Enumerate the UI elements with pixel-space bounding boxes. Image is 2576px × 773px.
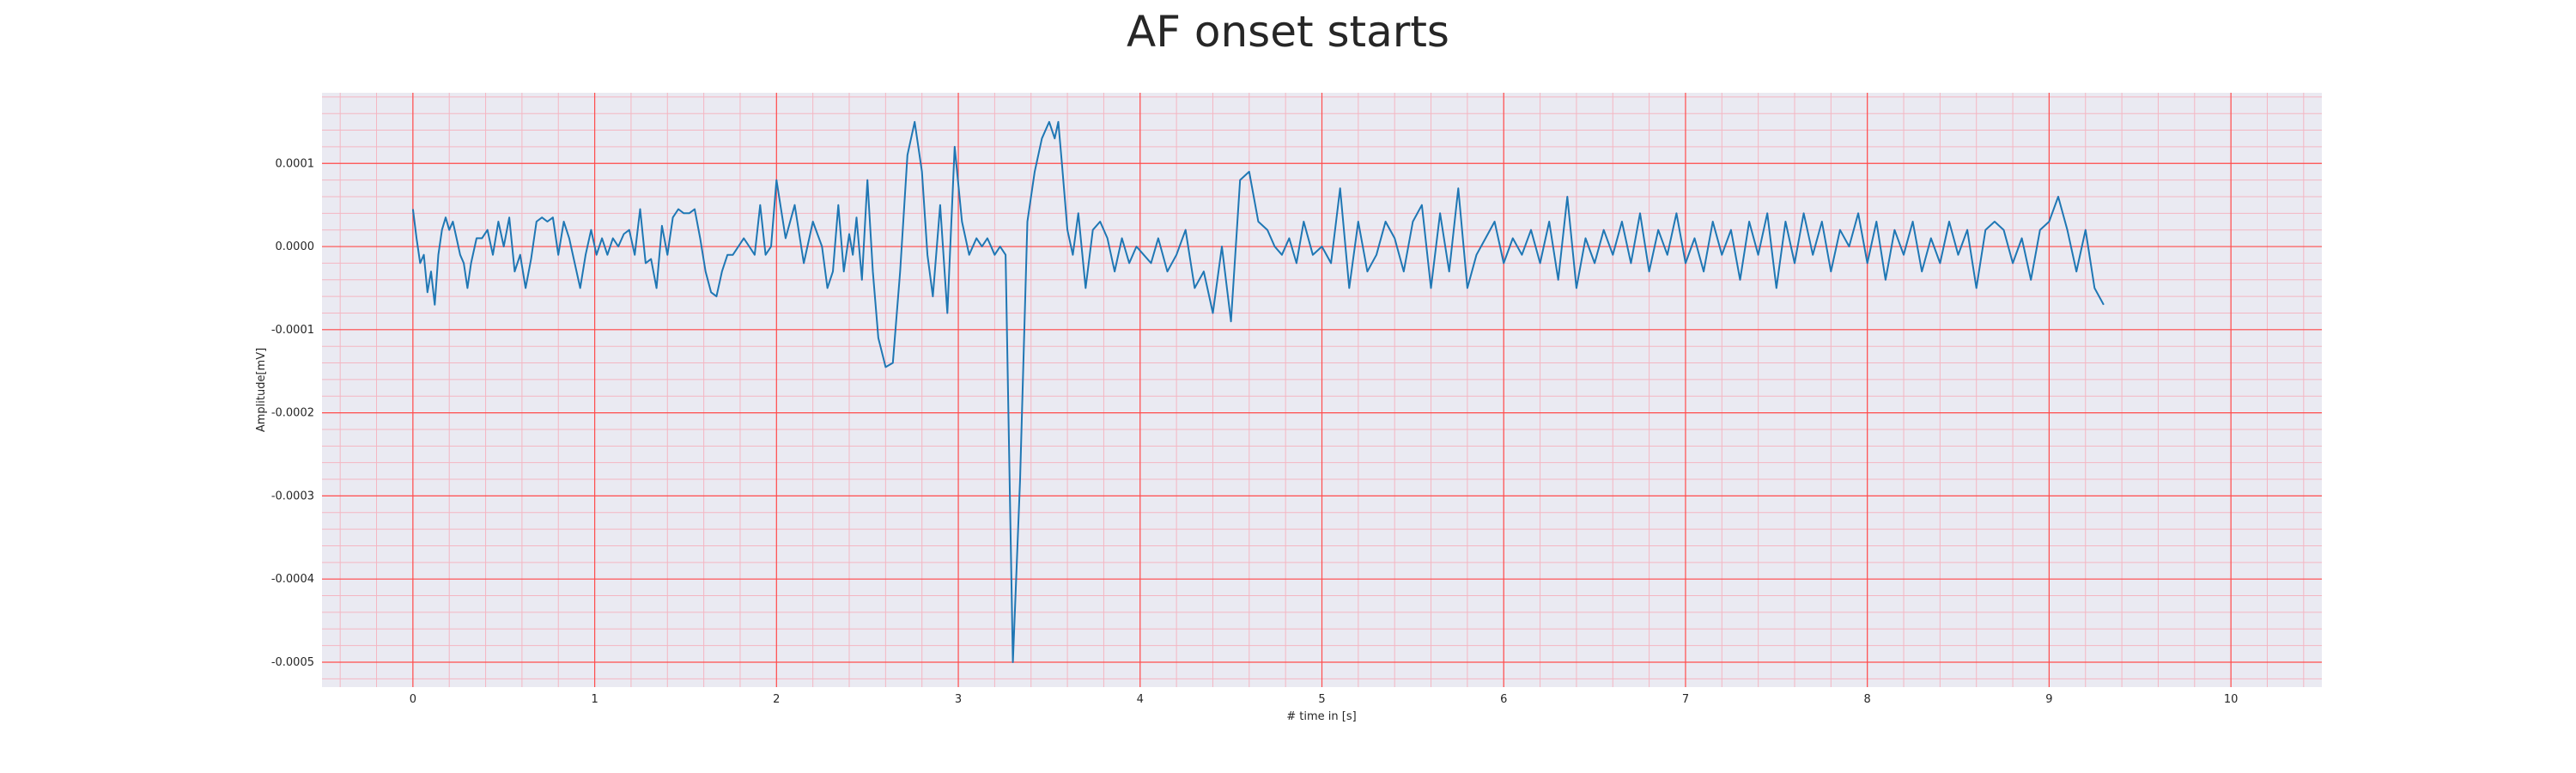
y-tick-label: 0.0001: [276, 157, 315, 170]
x-tick-label: 1: [591, 693, 598, 706]
x-tick-label: 7: [1682, 693, 1689, 706]
y-tick-label: -0.0002: [271, 407, 314, 420]
y-tick-label: -0.0005: [271, 656, 314, 669]
y-tick-label: -0.0003: [271, 490, 314, 502]
x-tick-label: 9: [2045, 693, 2052, 706]
y-tick-label: -0.0001: [271, 324, 314, 337]
x-tick-label: 3: [955, 693, 962, 706]
y-tick-label: 0.0000: [276, 240, 315, 253]
y-axis-label: Amplitude[mV]: [255, 348, 268, 432]
x-tick-label: 8: [1864, 693, 1871, 706]
x-tick-label: 2: [773, 693, 780, 706]
x-tick-label: 5: [1318, 693, 1325, 706]
x-tick-label: 4: [1137, 693, 1144, 706]
x-tick-label: 6: [1500, 693, 1507, 706]
x-tick-label: 10: [2224, 693, 2239, 706]
y-tick-label: -0.0004: [271, 573, 314, 586]
x-axis-label: # time in [s]: [1286, 710, 1356, 723]
x-axis-ticks: 0 1 2 3 4 5 6 7 8 9 10: [410, 693, 2239, 706]
series-group: [411, 120, 2105, 663]
x-tick-label: 0: [410, 693, 416, 706]
series-line: [411, 120, 2105, 663]
y-axis-ticks: 0.0001 0.0000 -0.0001 -0.0002 -0.0003 -0.0004…: [271, 157, 314, 669]
chart-title: AF onset starts: [1127, 7, 1449, 57]
